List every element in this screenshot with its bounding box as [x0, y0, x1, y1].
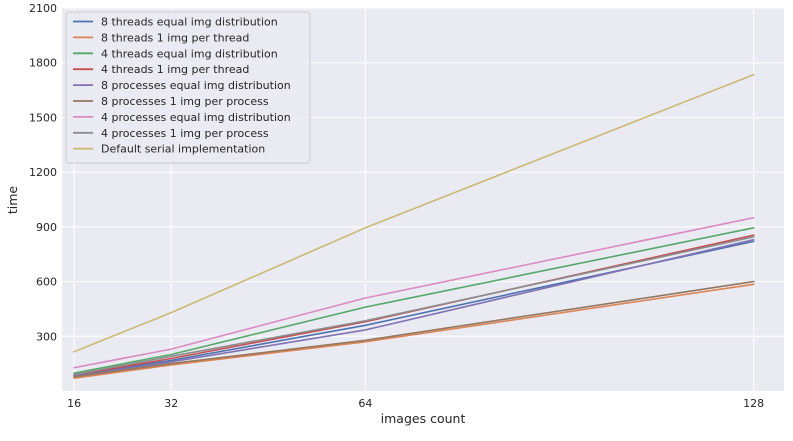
x-axis-ticks: 16 32 64 128 [67, 397, 764, 410]
y-tick-label: 900 [36, 221, 57, 234]
legend-entry: 8 processes 1 img per process [101, 95, 269, 108]
y-axis-label: time [5, 186, 20, 215]
series-line-3 [73, 227, 755, 374]
legend-entry: 4 threads equal img distribution [101, 47, 278, 60]
y-tick-label: 300 [36, 330, 57, 343]
legend-entry: 4 threads 1 img per thread [101, 63, 249, 76]
y-tick-label: 600 [36, 276, 57, 289]
x-tick-label: 16 [67, 397, 81, 410]
y-tick-label: 1800 [29, 57, 57, 70]
y-axis-ticks: 300 600 900 1200 1500 1800 2100 [29, 2, 57, 343]
x-tick-label: 64 [358, 397, 372, 410]
legend-entry: 8 processes equal img distribution [101, 79, 291, 92]
legend-entry: Default serial implementation [101, 143, 265, 156]
series-lines [73, 73, 755, 380]
legend-entry: 8 threads equal img distribution [101, 16, 278, 29]
series-line-7 [73, 216, 755, 369]
series-line-6 [73, 280, 755, 378]
x-tick-label: 128 [743, 397, 764, 410]
legend-entry: 4 processes 1 img per process [101, 127, 269, 140]
y-tick-label: 2100 [29, 2, 57, 15]
series-line-8 [73, 236, 755, 376]
y-tick-label: 1500 [29, 111, 57, 124]
legend-box [65, 11, 311, 164]
series-line-2 [73, 283, 755, 380]
y-tick-label: 1200 [29, 166, 57, 179]
legend: 8 threads equal img distribution 8 thread… [65, 11, 311, 164]
x-axis-label: images count [381, 411, 466, 426]
x-tick-label: 32 [164, 397, 178, 410]
legend-entry: 4 processes equal img distribution [101, 111, 291, 124]
series-line-9 [73, 73, 755, 353]
series-line-5 [73, 238, 755, 377]
series-line-1 [73, 240, 755, 376]
legend-entry: 8 threads 1 img per thread [101, 31, 249, 44]
